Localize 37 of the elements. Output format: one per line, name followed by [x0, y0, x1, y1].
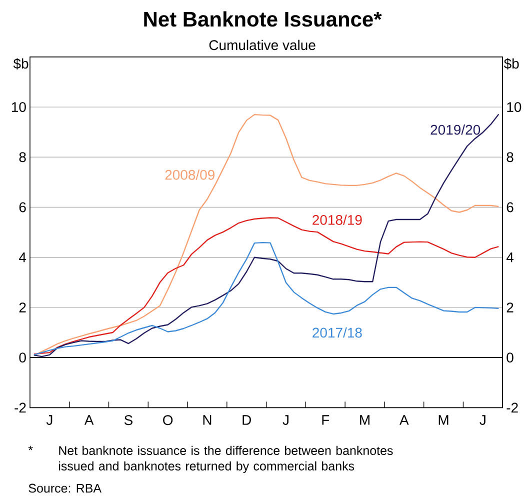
y-tick-label: 8 — [19, 152, 26, 162]
x-tick-label: N — [203, 415, 212, 426]
y-tick-label: -2 — [14, 402, 26, 413]
x-tick-label: A — [84, 415, 94, 426]
x-tick-label: M — [438, 415, 448, 426]
y-tick-label: 4 — [19, 252, 26, 262]
x-tick-label: J — [46, 415, 52, 426]
y-tick-label: 0 — [19, 352, 26, 363]
x-tick-label: A — [400, 415, 409, 426]
y2-tick-label: 10 — [507, 102, 522, 112]
y2-tick-label: 0 — [506, 352, 514, 363]
y2-axis-title: $b — [504, 58, 519, 70]
y-tick-label: 6 — [19, 202, 26, 212]
x-tick-label: D — [242, 415, 251, 426]
y2-tick-label: -2 — [506, 402, 518, 413]
x-tick-label: J — [282, 415, 288, 426]
chart-subtitle: Cumulative value — [209, 40, 316, 50]
x-tick-label: J — [480, 415, 486, 426]
x-tick-label: M — [360, 415, 370, 426]
x-tick-label: S — [124, 415, 132, 426]
source-note: Source: RBA — [28, 484, 102, 493]
y2-tick-label: 4 — [506, 252, 514, 262]
chart-title: Net Banknote Issuance* — [144, 11, 382, 27]
series-label: 2017/18 — [312, 328, 362, 338]
y-axis-title: $b — [13, 58, 28, 70]
series-label: 2018/19 — [312, 214, 362, 226]
y2-tick-label: 8 — [506, 152, 514, 162]
y2-tick-label: 2 — [506, 302, 514, 313]
y-tick-label: 10 — [12, 102, 26, 112]
x-tick-label: O — [163, 415, 173, 426]
text: * — [28, 446, 33, 450]
series-label: 2008/09 — [165, 170, 215, 180]
text: Net banknote issuance is the difference between banknotes issued and banknotes returned by commercial banks — [59, 446, 393, 474]
x-tick-label: F — [322, 415, 330, 426]
y2-tick-label: 6 — [506, 202, 514, 212]
series-label: 2019/20 — [430, 124, 480, 135]
y-tick-label: 2 — [19, 302, 26, 313]
